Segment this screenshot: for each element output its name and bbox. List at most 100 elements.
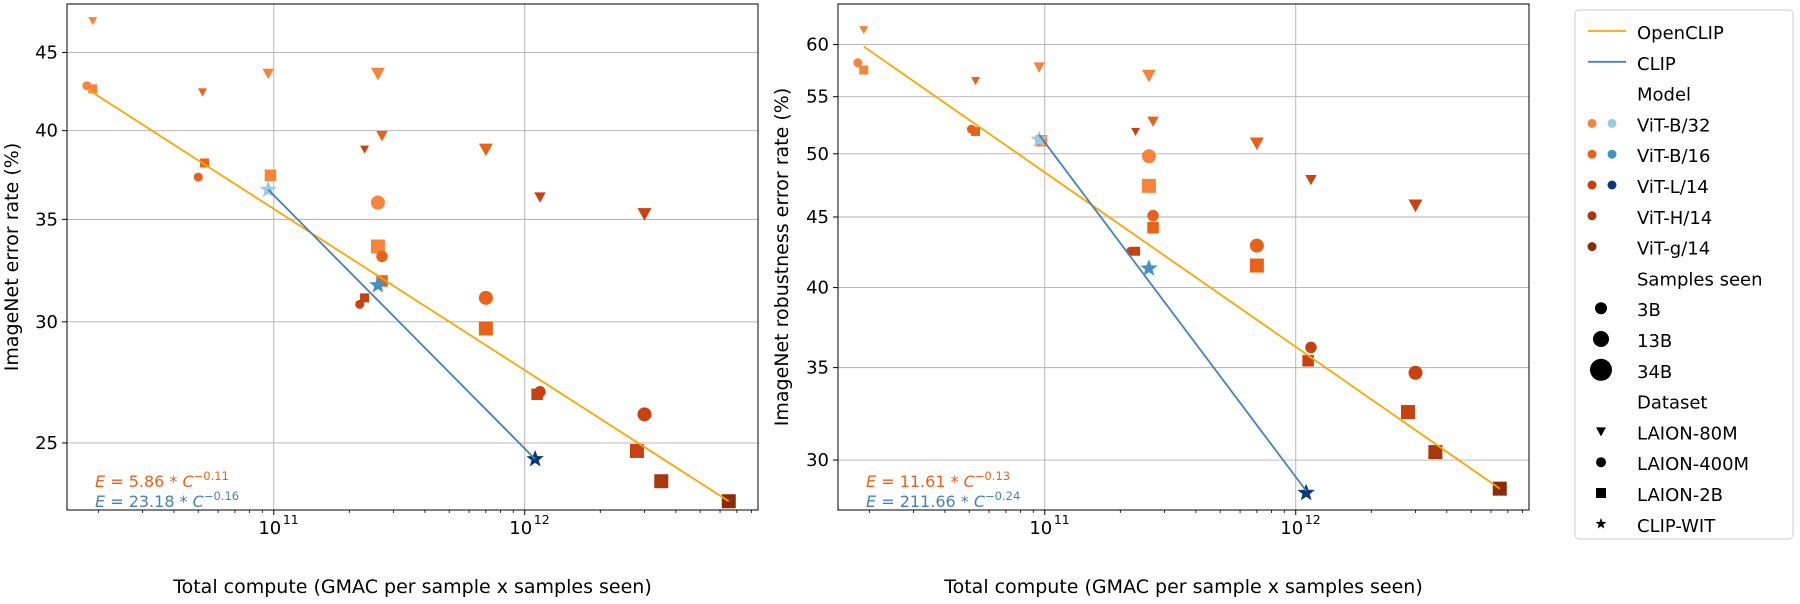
legend: OpenCLIP CLIP Model ViT-B/32 ViT-B/16 ViT-L/1… (1574, 9, 1794, 540)
equation-variable: E (866, 492, 877, 511)
openclip-point (360, 293, 370, 303)
openclip-point (637, 208, 652, 221)
legend-openclip-swatch (1587, 118, 1597, 128)
openclip-point (531, 388, 543, 401)
openclip-point (1408, 199, 1423, 213)
openclip-point (1131, 246, 1141, 256)
legend-openclip-swatch (1587, 149, 1597, 159)
equation-text: = 211.66 * (876, 492, 974, 511)
openclip-point (370, 195, 385, 210)
equation-variable: E (95, 492, 106, 511)
legend-label: LAION-2B (1637, 485, 1723, 506)
legend-size-swatch (1595, 302, 1607, 315)
x-tick-label: 10 (258, 518, 281, 539)
legend-openclip-swatch (1587, 242, 1597, 252)
clip-point (1030, 130, 1048, 148)
legend-size-swatch (1590, 358, 1612, 381)
openclip-point (478, 143, 493, 157)
openclip-point (262, 68, 274, 80)
equation-exponent: −0.16 (204, 489, 239, 503)
openclip-point (971, 126, 981, 136)
legend-label: OpenCLIP (1637, 23, 1724, 44)
y-tick-label: 30 (35, 312, 58, 333)
openclip-point (1302, 355, 1314, 367)
openclip-point (971, 76, 981, 86)
legend-label: LAION-400M (1637, 454, 1749, 475)
x-tick-exponent: 11 (283, 512, 299, 527)
legend-marker-swatch (1596, 488, 1606, 498)
legend-marker-swatch (1596, 457, 1606, 468)
legend-openclip-swatch (1587, 211, 1597, 221)
legend-clip-swatch (1607, 118, 1617, 128)
equation-exponent: −0.11 (194, 469, 229, 483)
openclip-point (360, 145, 370, 154)
openclip-point (1305, 341, 1317, 354)
legend-box (1574, 9, 1794, 540)
legend-label: CLIP-WIT (1637, 516, 1716, 537)
openclip-point (859, 26, 869, 35)
legend-label: ViT-g/14 (1637, 239, 1710, 260)
equation-base: C (182, 472, 194, 491)
clip-point (259, 180, 277, 198)
y-tick-label: 35 (35, 209, 58, 230)
openclip-point (534, 192, 546, 203)
openclip-point (376, 250, 388, 263)
legend-label: 34B (1637, 362, 1672, 383)
clip-point (369, 275, 387, 293)
y-tick-label: 50 (806, 144, 829, 165)
y-tick-label: 30 (806, 450, 829, 471)
y-tick-label: 45 (806, 207, 829, 228)
x-tick-label: 10 (1029, 518, 1052, 539)
legend-clip-swatch (1607, 149, 1617, 159)
plot-frame (66, 3, 759, 511)
openclip-point (1305, 174, 1317, 186)
y-tick-label: 35 (806, 358, 829, 379)
equation-variable: E (95, 472, 106, 491)
openclip-point (370, 67, 385, 81)
openclip-point (1131, 127, 1141, 136)
openclip-point (376, 131, 388, 142)
equation-text: = 23.18 * (105, 492, 193, 511)
openclip-fit-line (86, 88, 730, 502)
y-tick-label: 40 (35, 121, 58, 142)
y-tick-label: 60 (806, 35, 829, 56)
openclip-point (629, 443, 644, 458)
equation-variable: E (866, 472, 877, 491)
equation-base: C (974, 492, 986, 511)
openclip-point (370, 239, 385, 254)
legend-section-title: Dataset (1637, 393, 1708, 414)
x-tick-label: 10 (1280, 518, 1303, 539)
openclip-point (88, 17, 98, 26)
openclip-point (88, 84, 98, 94)
openclip-point (478, 321, 493, 336)
openclip-fit-line (863, 45, 1501, 490)
legend-clip-swatch (1607, 180, 1617, 190)
legend-label: LAION-80M (1637, 423, 1738, 444)
x-axis-label: Total compute (GMAC per sample x samples… (172, 576, 652, 598)
openclip-point (1141, 149, 1156, 164)
grid (838, 4, 1529, 510)
equation-text: = 5.86 * (105, 472, 182, 491)
clip-fit-line (1038, 134, 1307, 492)
openclip-point (853, 58, 863, 68)
equation-exponent: −0.24 (985, 489, 1020, 503)
equation-base: C (193, 492, 205, 511)
x-axis-label: Total compute (GMAC per sample x samples… (943, 576, 1423, 598)
openclip-point (654, 474, 669, 489)
openclip-point (1249, 137, 1264, 151)
openclip-point (1400, 405, 1415, 420)
openclip-point (198, 88, 208, 97)
equation-text: = 11.61 * (876, 472, 964, 491)
openclip-point (1249, 238, 1264, 253)
openclip-point (1141, 178, 1156, 193)
clip-point (1297, 483, 1315, 501)
x-tick-label: 10 (509, 518, 532, 539)
openclip-point (637, 407, 652, 422)
legend-marker-swatch (1595, 518, 1607, 529)
openclip-point (200, 158, 210, 168)
fit-equation: E = 211.66 * C−0.24 (866, 489, 1020, 511)
grid (67, 4, 758, 510)
legend-label: ViT-L/14 (1637, 177, 1709, 198)
x-tick-exponent: 12 (1305, 512, 1321, 527)
